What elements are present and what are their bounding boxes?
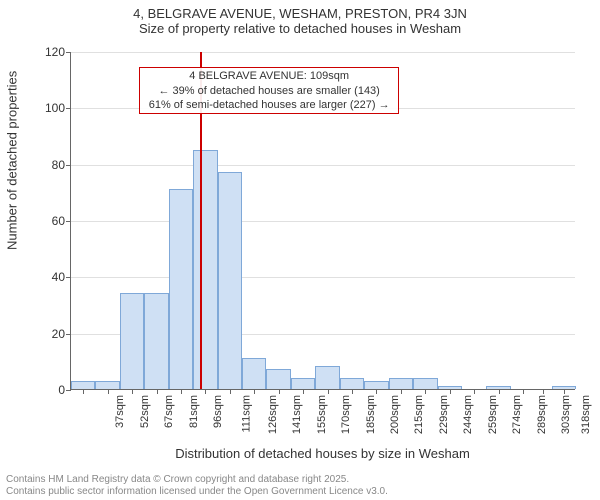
histogram-bar	[340, 378, 364, 389]
footer-line1: Contains HM Land Registry data © Crown c…	[6, 474, 388, 486]
x-axis-label: Distribution of detached houses by size …	[175, 446, 470, 461]
xtick-label: 303sqm	[560, 391, 572, 434]
histogram-bar	[218, 172, 242, 389]
footer-line2: Contains public sector information licen…	[6, 486, 388, 498]
xtick-mark	[230, 389, 231, 394]
histogram-bar	[266, 369, 290, 389]
xtick-mark	[564, 389, 565, 394]
xtick-mark	[132, 389, 133, 394]
chart-title-line2: Size of property relative to detached ho…	[0, 21, 600, 36]
xtick-label: 37sqm	[114, 391, 126, 428]
xtick-label: 111sqm	[241, 391, 253, 433]
ytick-label: 40	[52, 270, 71, 284]
chart-title-line1: 4, BELGRAVE AVENUE, WESHAM, PRESTON, PR4…	[0, 6, 600, 21]
annotation-box: 4 BELGRAVE AVENUE: 109sqm ← 39% of detac…	[139, 67, 399, 114]
gridline	[71, 52, 575, 53]
xtick-mark	[328, 389, 329, 394]
histogram-bar	[95, 381, 119, 389]
xtick-label: 289sqm	[536, 391, 548, 434]
histogram-bar	[169, 189, 193, 389]
xtick-mark	[376, 389, 377, 394]
xtick-mark	[474, 389, 475, 394]
histogram-bar	[144, 293, 168, 389]
histogram-bar	[315, 366, 339, 389]
xtick-mark	[279, 389, 280, 394]
xtick-label: 126sqm	[267, 391, 279, 434]
xtick-label: 229sqm	[438, 391, 450, 434]
histogram-bar	[389, 378, 413, 389]
ytick-label: 120	[45, 45, 71, 59]
gridline	[71, 165, 575, 166]
xtick-mark	[181, 389, 182, 394]
xtick-mark	[83, 389, 84, 394]
xtick-label: 52sqm	[139, 391, 151, 428]
chart-plot-area: 4 BELGRAVE AVENUE: 109sqm ← 39% of detac…	[70, 52, 575, 390]
ytick-label: 0	[58, 383, 71, 397]
xtick-mark	[157, 389, 158, 394]
histogram-bar	[71, 381, 95, 389]
xtick-mark	[450, 389, 451, 394]
footer-attribution: Contains HM Land Registry data © Crown c…	[6, 474, 388, 498]
xtick-label: 81sqm	[188, 391, 200, 428]
xtick-label: 170sqm	[340, 391, 352, 434]
xtick-label: 259sqm	[487, 391, 499, 434]
ytick-label: 100	[45, 101, 71, 115]
xtick-label: 200sqm	[389, 391, 401, 434]
xtick-mark	[401, 389, 402, 394]
histogram-bar	[291, 378, 315, 389]
chart-title-block: 4, BELGRAVE AVENUE, WESHAM, PRESTON, PR4…	[0, 0, 600, 36]
histogram-bar	[413, 378, 437, 389]
ytick-label: 60	[52, 214, 71, 228]
histogram-bar	[364, 381, 388, 389]
annotation-line2: ← 39% of detached houses are smaller (14…	[144, 84, 394, 98]
xtick-label: 96sqm	[212, 391, 224, 428]
xtick-label: 185sqm	[365, 391, 377, 434]
histogram-bar	[193, 150, 217, 389]
xtick-mark	[543, 389, 544, 394]
xtick-label: 141sqm	[291, 391, 303, 434]
histogram-bar	[120, 293, 144, 389]
xtick-mark	[303, 389, 304, 394]
xtick-label: 155sqm	[316, 391, 328, 434]
xtick-mark	[254, 389, 255, 394]
y-axis-label: Number of detached properties	[5, 71, 20, 250]
xtick-mark	[523, 389, 524, 394]
annotation-line1: 4 BELGRAVE AVENUE: 109sqm	[144, 69, 394, 83]
gridline	[71, 221, 575, 222]
xtick-mark	[205, 389, 206, 394]
xtick-label: 244sqm	[462, 391, 474, 434]
histogram-bar	[242, 358, 266, 389]
xtick-mark	[108, 389, 109, 394]
xtick-label: 318sqm	[581, 391, 593, 434]
gridline	[71, 277, 575, 278]
xtick-label: 215sqm	[414, 391, 426, 434]
annotation-line3: 61% of semi-detached houses are larger (…	[144, 98, 394, 112]
xtick-label: 274sqm	[511, 391, 523, 434]
xtick-mark	[425, 389, 426, 394]
ytick-label: 80	[52, 158, 71, 172]
xtick-label: 67sqm	[163, 391, 175, 428]
xtick-mark	[499, 389, 500, 394]
ytick-label: 20	[52, 327, 71, 341]
xtick-mark	[352, 389, 353, 394]
